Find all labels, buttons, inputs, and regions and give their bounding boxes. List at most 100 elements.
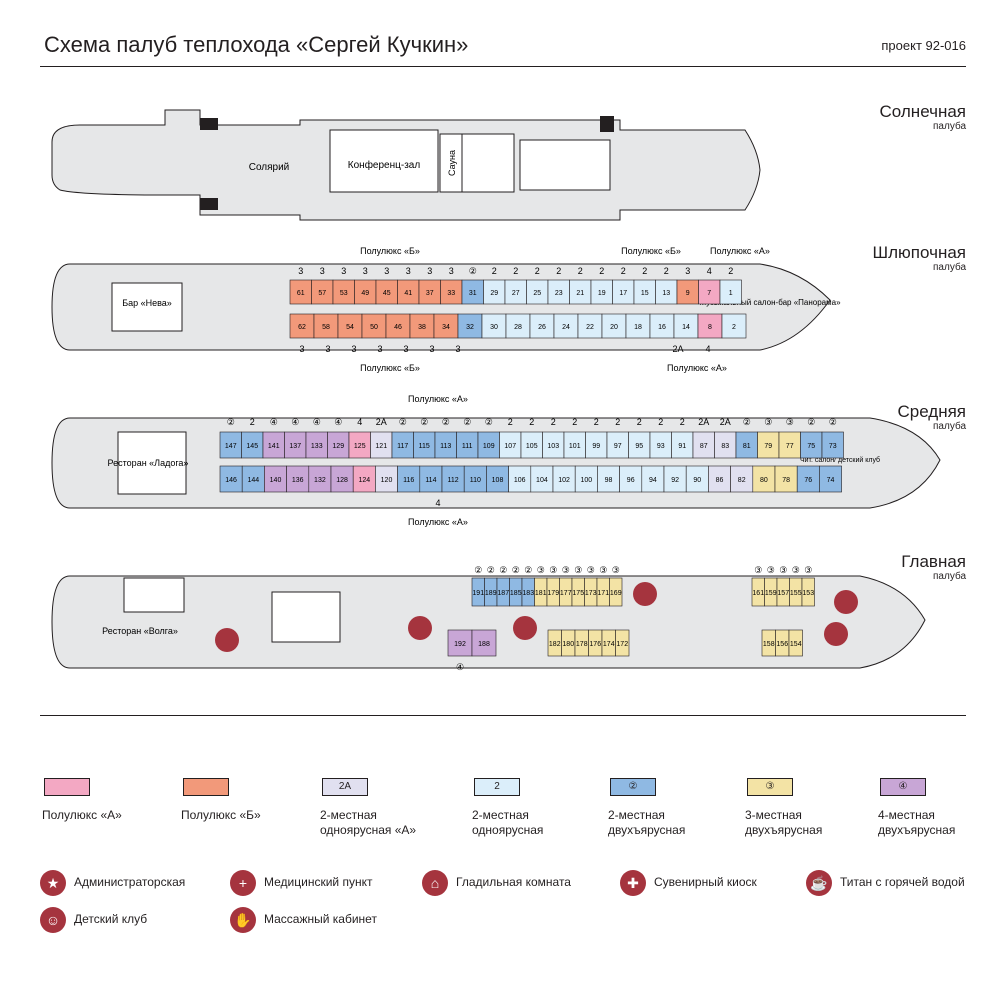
cabin-101-label: 101: [569, 443, 581, 450]
cabin-37-label: 37: [426, 290, 434, 297]
cabin-83-label: 83: [721, 443, 729, 450]
cabin-178-label: 178: [576, 641, 588, 648]
boat-bottom-cap-4: 3: [403, 344, 408, 354]
boat-lux-b-top2: Полулюкс «Б»: [621, 246, 681, 256]
admin-map-icon: [633, 582, 657, 606]
legend-label-two_bunk: 2-местная двухъярусная: [608, 808, 686, 837]
cabin-108-label: 108: [492, 477, 504, 484]
cabin-46-label: 46: [394, 324, 402, 331]
cabin-113-label: 113: [440, 443, 451, 450]
deck-name-boat: Шлюпочная палуба: [872, 243, 966, 274]
mid-top-cap-107: 2: [508, 417, 513, 427]
cabin-21-label: 21: [576, 290, 584, 297]
boat-top-cap-27: 2: [513, 266, 518, 276]
boat-bottom-cap-1: 3: [325, 344, 330, 354]
mid-top-cap-93: 2: [658, 417, 663, 427]
cabin-9-label: 9: [686, 290, 690, 297]
cabin-120-label: 120: [381, 477, 393, 484]
cabin-105-label: 105: [526, 443, 538, 450]
cabin-18-label: 18: [634, 324, 642, 331]
main-top-cap-171: ③: [599, 565, 607, 575]
mid-top-cap-117: ②: [399, 417, 407, 427]
boat-top-cap-53: 3: [341, 266, 346, 276]
main-top-cap-189: ②: [487, 565, 495, 575]
kids-label: Детский клуб: [74, 912, 148, 926]
cabin-185-label: 185: [510, 590, 522, 597]
cabin-13-label: 13: [662, 290, 670, 297]
boat-lux-b-bottom: Полулюкс «Б»: [360, 363, 420, 373]
cabin-53-label: 53: [340, 290, 348, 297]
boat-bottom-cap-0: 3: [299, 344, 304, 354]
reading-salon-label: Чит. салон/ детский клуб: [800, 456, 880, 464]
mid-bottom-cap-0: 4: [435, 498, 440, 508]
cabin-125-label: 125: [354, 443, 366, 450]
boat-top-cap-23: 2: [556, 266, 561, 276]
boat-top-cap-9: 3: [685, 266, 690, 276]
boat-bottom-cap-right-0: 2А: [672, 344, 683, 354]
main-top-cap-179: ③: [549, 565, 557, 575]
cabin-175-label: 175: [572, 590, 584, 597]
massage-map-icon: [824, 622, 848, 646]
cabin-94-label: 94: [649, 477, 657, 484]
sauna-label: Сауна: [447, 150, 457, 176]
boat-top-cap-41: 3: [406, 266, 411, 276]
cabin-169-label: 169: [610, 590, 622, 597]
cabin-82-label: 82: [738, 477, 746, 484]
boat-top-cap-7: 4: [707, 266, 712, 276]
boat-top-cap-17: 2: [621, 266, 626, 276]
cabin-155-label: 155: [790, 590, 802, 597]
cabin-29-label: 29: [490, 290, 498, 297]
solarium-label: Солярий: [249, 162, 290, 173]
boat-top-cap-57: 3: [320, 266, 325, 276]
boat-top-cap-19: 2: [599, 266, 604, 276]
cabin-34: [433, 313, 459, 339]
cabin-32-label: 32: [466, 324, 474, 331]
cabin-57-label: 57: [318, 290, 326, 297]
legend-swatch-lux_b: [183, 778, 229, 796]
cabin-25-label: 25: [533, 290, 541, 297]
mid-top-cap-83: 2А: [720, 417, 731, 427]
main-top-cap-177: ③: [562, 565, 570, 575]
cabin-133-label: 133: [311, 443, 323, 450]
cabin-179-label: 179: [547, 590, 559, 597]
cabin-32: [457, 313, 483, 339]
cabin-22-label: 22: [586, 324, 594, 331]
cabin-188: [471, 629, 497, 657]
boat-lux-b-top: Полулюкс «Б»: [360, 246, 420, 256]
cabin-129-label: 129: [332, 443, 344, 450]
cabin-14-label: 14: [682, 324, 690, 331]
massage-label: Массажный кабинет: [264, 912, 377, 926]
legend-label-three: 3-местная двухъярусная: [745, 808, 823, 837]
cabin-41-label: 41: [404, 290, 412, 297]
cabin-26-label: 26: [538, 324, 546, 331]
mid-top-cap-73: ②: [829, 417, 837, 427]
cabin-141-label: 141: [268, 443, 280, 450]
legend-swatch-two_a: 2А: [322, 778, 368, 796]
cabin-147-label: 147: [225, 443, 237, 450]
legend-swatch-four: ④: [880, 778, 926, 796]
cabin-161-label: 161: [752, 590, 764, 597]
mid-top-cap-81: ②: [743, 417, 751, 427]
cabin-33-label: 33: [447, 290, 455, 297]
cabin-176-label: 176: [589, 641, 601, 648]
legend-swatch-lux_a: [44, 778, 90, 796]
cabin-191-label: 191: [472, 590, 484, 597]
mid-top-cap-121: 2А: [376, 417, 387, 427]
cabin-189-label: 189: [485, 590, 497, 597]
cabin-153-label: 153: [802, 590, 814, 597]
admin-label: Администраторская: [74, 875, 186, 889]
cabin-192: [447, 629, 473, 657]
middle-lux-a-top: Полулюкс «А»: [408, 394, 468, 404]
middle-deck: Ресторан «Ладога» Полулюкс «А» Полулюкс …: [51, 394, 941, 527]
page-title: Схема палуб теплохода «Сергей Кучкин»: [44, 32, 469, 57]
deck-name-middle: Средняя палуба: [897, 402, 966, 433]
cabin-80-label: 80: [760, 477, 768, 484]
legend-label-two: 2-местная одноярусная: [472, 808, 544, 837]
cabin-8-label: 8: [708, 324, 712, 331]
cabin-91-label: 91: [678, 443, 686, 450]
cabin-144-label: 144: [247, 477, 259, 484]
cabin-30-label: 30: [490, 324, 498, 331]
cabin-132-label: 132: [314, 477, 326, 484]
main-deck: Ресторан «Волга» 191 ② 189 ② 187 ② 185 ② 183 ② 181…: [51, 565, 926, 672]
main-top-cap-181: ③: [537, 565, 545, 575]
